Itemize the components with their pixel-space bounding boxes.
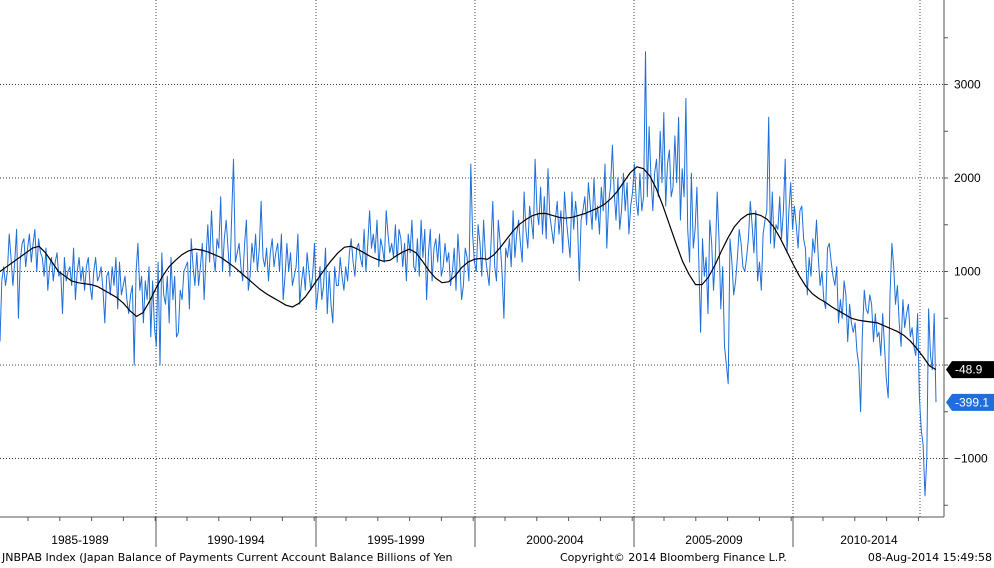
- last-value-monthly-label: -399.1: [955, 395, 989, 409]
- chart-area: −1000 1000 2000 3000 1985-1989 1990-1994 1995-…: [0, 0, 994, 547]
- y-tick-label: 1000: [954, 265, 981, 279]
- footer-index-description: JNBPAB Index (Japan Balance of Payments …: [2, 551, 453, 564]
- last-value-monthly-tag: [946, 393, 994, 411]
- series-line-moving_average: [0, 166, 937, 371]
- series-line-monthly: [0, 51, 937, 497]
- last-value-moving-average-tag: [946, 361, 994, 379]
- x-tick-label: 2010-2014: [840, 533, 898, 547]
- y-tick-label: 3000: [954, 78, 981, 92]
- y-tick-label: −1000: [954, 452, 988, 466]
- last-value-moving-average-label: -48.9: [955, 363, 983, 377]
- footer-copyright: Copyright© 2014 Bloomberg Finance L.P.: [560, 551, 787, 564]
- x-tick-label: 2000-2004: [526, 533, 584, 547]
- x-tick-label: 1990-1994: [207, 533, 265, 547]
- x-tick-label: 1985-1989: [51, 533, 109, 547]
- y-tick-label: 2000: [954, 171, 981, 185]
- x-tick-label: 1995-1999: [367, 533, 425, 547]
- x-tick-label: 2005-2009: [685, 533, 743, 547]
- footer-timestamp: 08-Aug-2014 15:49:58: [867, 551, 992, 564]
